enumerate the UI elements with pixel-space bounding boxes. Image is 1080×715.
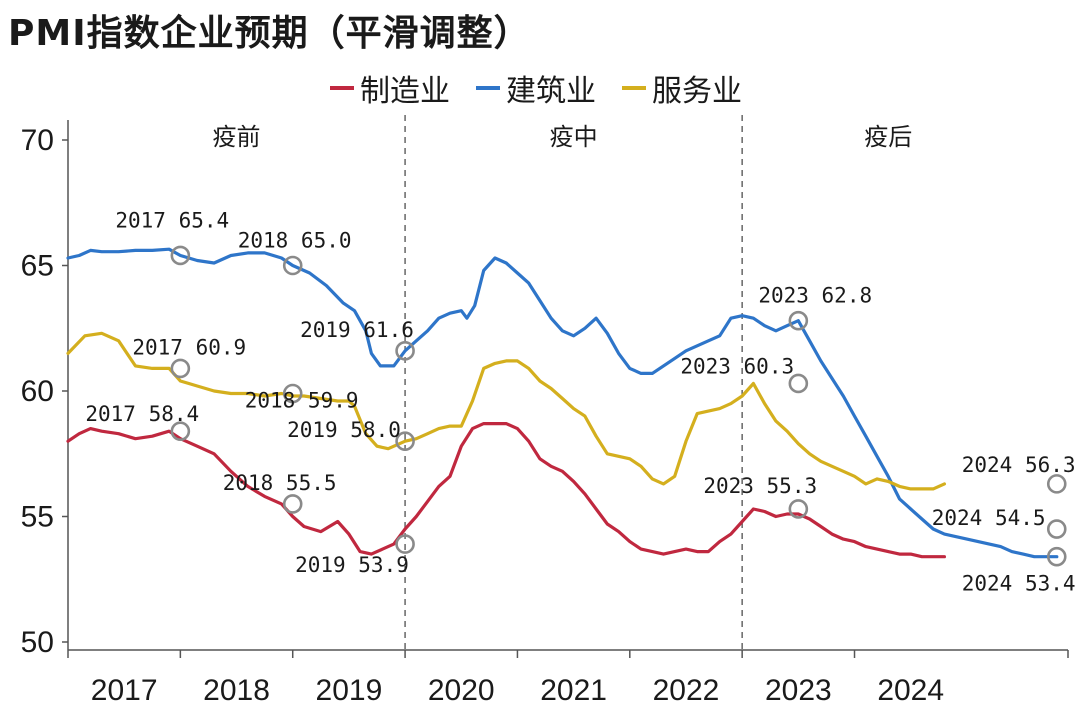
x-year-label: 2019 (316, 674, 383, 707)
annotation-marker (1046, 519, 1067, 539)
legend-swatch-construction (476, 86, 500, 90)
annotation-label: 2017 58.4 (85, 402, 199, 426)
annotation-label: 2019 58.0 (287, 418, 401, 442)
x-year-label: 2023 (765, 674, 832, 707)
annotation-marker (788, 310, 809, 331)
annotation-marker (1046, 474, 1067, 494)
annotation-marker (170, 245, 191, 266)
annotation-marker (282, 494, 303, 514)
legend-item-services: 服务业 (622, 66, 742, 110)
legend-label-construction: 建筑业 (506, 74, 596, 109)
series-line-制造业 (66, 422, 947, 559)
y-tick-label: 55 (21, 501, 54, 534)
annotation-label: 2024 56.3 (962, 453, 1076, 477)
annotation-label: 2023 60.3 (680, 354, 794, 378)
annotation-marker (788, 499, 809, 519)
annotation-label: 2018 65.0 (238, 229, 352, 253)
legend-swatch-manufacturing (330, 86, 354, 90)
annotation-marker (395, 534, 415, 554)
annotation-label: 2024 54.5 (932, 506, 1046, 530)
x-year-label: 2021 (540, 674, 607, 707)
annotation-marker (788, 373, 809, 394)
x-year-label: 2022 (653, 674, 720, 707)
legend-label-services: 服务业 (652, 74, 742, 109)
annotation-label: 2019 61.6 (300, 318, 414, 342)
series-line-建筑业 (66, 247, 1059, 559)
y-tick-label: 70 (21, 124, 54, 157)
annotation-label: 2018 55.5 (223, 471, 337, 495)
y-tick-label: 50 (21, 626, 54, 659)
legend-item-manufacturing: 制造业 (330, 66, 450, 110)
legend: 制造业 建筑业 服务业 (330, 66, 742, 110)
annotation-marker (282, 383, 303, 404)
annotation-label: 2017 60.9 (132, 335, 246, 359)
annotation-marker (170, 421, 191, 441)
annotation-marker (395, 431, 415, 452)
x-year-label: 2024 (877, 674, 944, 707)
y-tick-label: 60 (21, 375, 54, 408)
annotation-label: 2017 65.4 (115, 208, 229, 232)
chart-title: PMI指数企业预期（平滑调整） (8, 13, 531, 54)
annotation-marker (282, 255, 303, 276)
series-line-服务业 (66, 331, 947, 491)
x-year-label: 2018 (203, 674, 270, 707)
phase-label: 疫前 (213, 123, 261, 151)
legend-item-construction: 建筑业 (476, 66, 596, 110)
phase-label: 疫后 (864, 123, 912, 151)
annotation-marker (1046, 546, 1067, 567)
annotation-label: 2018 59.9 (245, 389, 359, 413)
annotation-label: 2024 53.4 (962, 572, 1076, 596)
annotation-marker (170, 358, 191, 379)
annotation-label: 2023 55.3 (703, 474, 817, 498)
x-year-label: 2020 (428, 674, 495, 707)
legend-label-manufacturing: 制造业 (360, 74, 450, 109)
annotation-marker (395, 341, 415, 361)
y-tick-label: 65 (21, 250, 54, 283)
legend-swatch-services (622, 86, 646, 90)
annotation-label: 2019 53.9 (295, 553, 409, 577)
phase-label: 疫中 (550, 123, 598, 151)
annotation-label: 2023 62.8 (758, 284, 872, 308)
x-year-label: 2017 (91, 674, 158, 707)
